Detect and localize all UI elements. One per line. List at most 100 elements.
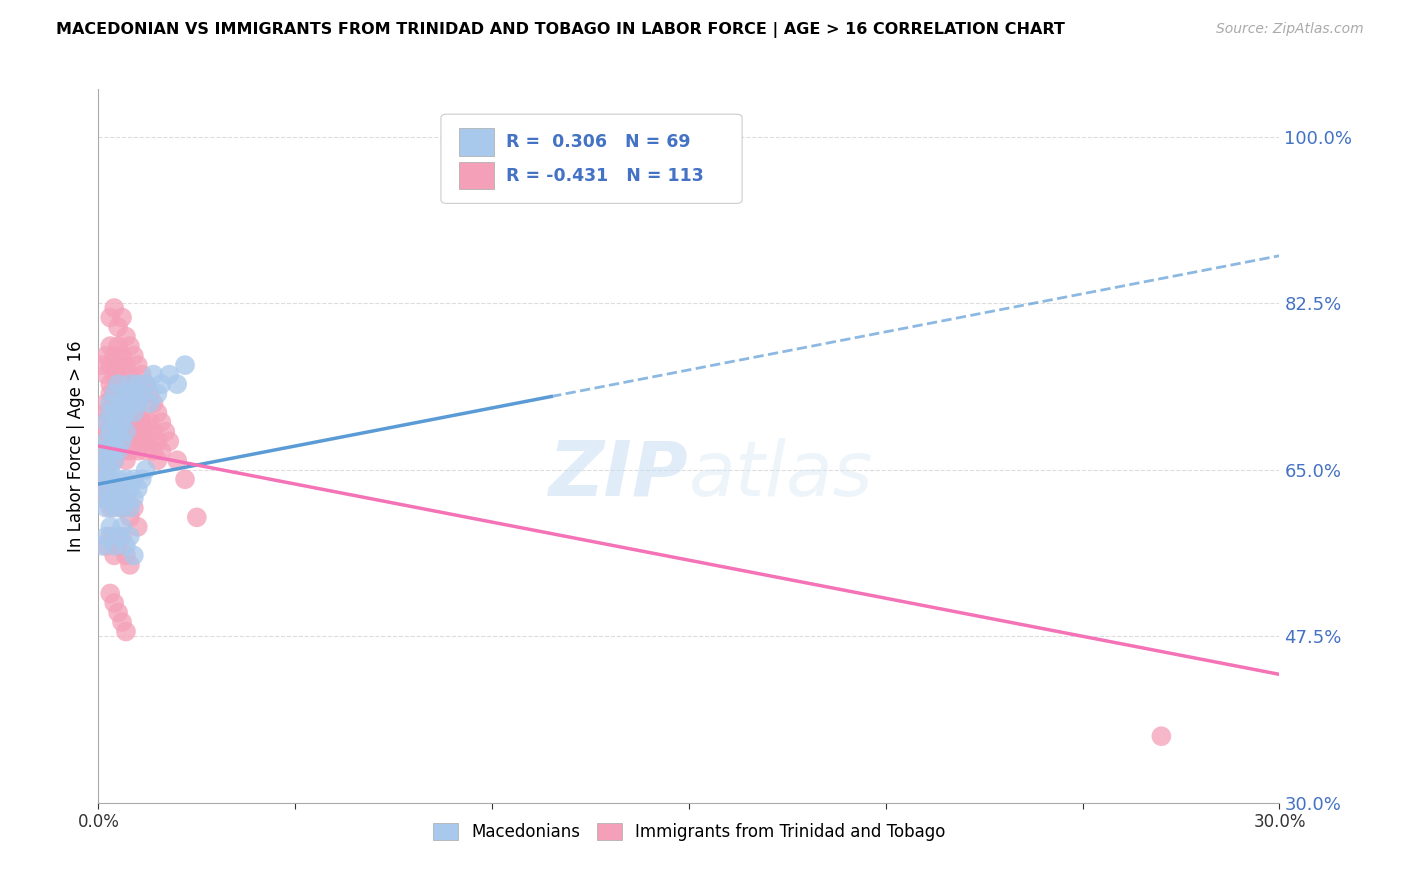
Point [122,377,145,392]
Point [96,406,118,420]
Point [157,368,180,382]
Point [157,434,180,449]
Point [127,482,149,496]
Point [135,463,157,477]
Point [127,358,149,372]
Point [111,425,134,439]
Point [96,349,118,363]
Point [186,510,208,524]
Point [118,482,141,496]
Point [98,443,121,458]
Point [107,358,129,372]
Point [103,453,125,467]
Point [111,520,134,534]
Point [103,368,125,382]
Point [111,396,134,410]
Point [107,529,129,543]
Point [111,500,134,515]
Point [146,386,169,401]
Point [118,377,141,392]
Point [135,377,157,392]
Point [115,624,138,639]
Point [118,500,141,515]
FancyBboxPatch shape [458,162,494,189]
Point [103,415,125,429]
Point [115,396,138,410]
Point [131,472,153,486]
Point [91,491,114,506]
Text: Source: ZipAtlas.com: Source: ZipAtlas.com [1216,22,1364,37]
Point [98,491,121,506]
Point [122,349,145,363]
Point [131,386,153,401]
Point [122,491,145,506]
Point [146,453,169,467]
Point [96,472,118,486]
Text: MACEDONIAN VS IMMIGRANTS FROM TRINIDAD AND TOBAGO IN LABOR FORCE | AGE > 16 CORR: MACEDONIAN VS IMMIGRANTS FROM TRINIDAD A… [56,22,1066,38]
Point [98,358,121,372]
Point [91,472,114,486]
Point [111,415,134,429]
Point [115,358,138,372]
Point [115,472,138,486]
Point [107,491,129,506]
Point [111,529,134,543]
Point [96,443,118,458]
Text: R =  0.306   N = 69: R = 0.306 N = 69 [506,133,690,151]
Point [122,396,145,410]
FancyBboxPatch shape [458,128,494,155]
Point [174,358,197,372]
Point [103,453,125,467]
Point [98,339,121,353]
Text: R = -0.431   N = 113: R = -0.431 N = 113 [506,167,703,185]
Point [103,549,125,563]
Point [98,310,121,325]
Point [122,396,145,410]
Point [142,368,165,382]
FancyBboxPatch shape [441,114,742,203]
Point [98,500,121,515]
Point [142,396,165,410]
Point [98,406,121,420]
Point [98,443,121,458]
Point [107,406,129,420]
Point [115,329,138,343]
Point [103,386,125,401]
Point [103,396,125,410]
Point [115,377,138,392]
Point [111,615,134,629]
Y-axis label: In Labor Force | Age > 16: In Labor Force | Age > 16 [66,340,84,552]
Legend: Macedonians, Immigrants from Trinidad and Tobago: Macedonians, Immigrants from Trinidad an… [426,816,952,848]
Point [142,425,165,439]
Point [135,443,157,458]
Point [127,406,149,420]
Point [131,415,153,429]
Point [127,406,149,420]
Text: ZIP: ZIP [550,438,689,511]
Point [118,510,141,524]
Point [107,425,129,439]
Point [118,396,141,410]
Point [107,472,129,486]
Point [107,339,129,353]
Point [166,453,188,467]
Point [103,434,125,449]
Point [131,415,153,429]
Point [111,500,134,515]
Point [98,463,121,477]
Point [98,406,121,420]
Point [115,539,138,553]
Point [122,406,145,420]
Point [115,425,138,439]
Point [115,491,138,506]
Point [98,425,121,439]
Point [111,434,134,449]
Point [135,425,157,439]
Point [91,443,114,458]
Point [107,377,129,392]
Point [91,491,114,506]
Point [115,415,138,429]
Point [91,415,114,429]
Point [122,472,145,486]
Point [98,425,121,439]
